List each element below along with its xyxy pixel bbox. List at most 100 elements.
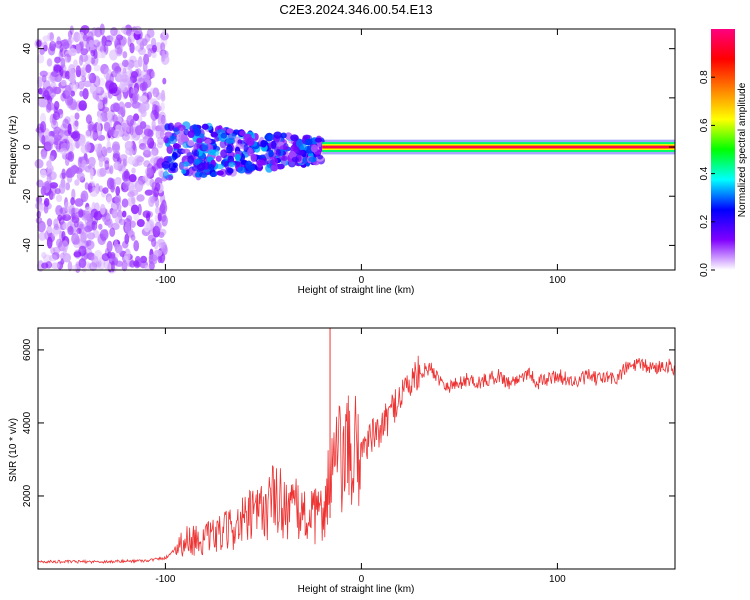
heatmap-cell [88,123,94,132]
heatmap-cell [85,114,92,124]
heatmap-cell [49,182,59,189]
heatmap-cell [109,252,116,259]
heatmap-cell [46,58,53,67]
heatmap-cell [196,137,203,144]
heatmap-cell [116,34,124,41]
heatmap-cell [67,123,72,135]
heatmap-cell [80,48,88,56]
heatmap-cell [116,89,122,101]
heatmap-cell [61,230,66,241]
heatmap-cell [166,155,176,164]
heatmap-cell [228,161,236,168]
heatmap-cell [127,191,135,198]
heatmap-cell [70,143,76,152]
heatmap-cell [99,167,107,177]
heatmap-cell [36,210,41,219]
heatmap-cell [81,75,87,83]
heatmap-cell [152,163,159,172]
heatmap-cell [235,161,241,167]
heatmap-cell [106,240,113,253]
heatmap-cell [67,225,74,236]
heatmap-cell [270,140,277,150]
heatmap-cell [108,127,115,137]
heatmap-cell [177,124,186,131]
heatmap-cell [109,49,118,61]
heatmap-cell [181,148,191,154]
heatmap-cell [89,262,98,272]
heatmap-cell [102,187,109,194]
y-tick-label: -40 [22,238,33,253]
colorbar-tick-label: 0.6 [699,118,710,132]
heatmap-cell [193,127,202,137]
heatmap-cell [116,71,126,80]
heatmap-cell [115,260,124,267]
snr-series-line [37,355,676,565]
heatmap-cell [74,198,84,207]
heatmap-cell [160,36,168,47]
heatmap-cell [84,225,92,233]
heatmap-cell [74,120,79,127]
heatmap-cell [115,186,121,196]
heatmap-cell [44,197,50,207]
heatmap-cell [34,159,44,169]
heatmap-cell [124,101,132,109]
heatmap-cell [305,138,313,146]
heatmap-cell [147,129,154,138]
heatmap-cell [90,49,96,57]
heatmap-cell [207,149,217,156]
heatmap-cell [187,139,195,147]
heatmap-cell [182,161,190,167]
heatmap-cell [102,229,109,238]
heatmap-cell [48,254,58,262]
heatmap-cell [77,80,85,90]
heatmap-cell [106,196,113,204]
colorbar-tick-label: 0.4 [699,166,710,180]
heatmap-cell [140,109,147,118]
heatmap-cell [124,221,131,233]
heatmap-cell [90,208,99,218]
heatmap-cell [144,189,154,196]
heatmap-cell [141,81,148,91]
heatmap-cell [59,207,68,215]
heatmap-cell [67,260,73,272]
heatmap-cell [64,197,69,209]
heatmap-cell [123,221,132,234]
heatmap-cell [70,90,75,97]
x-tick-label: 100 [549,275,566,286]
heatmap-cell [125,147,134,156]
heatmap-cell [163,135,170,144]
heatmap-cell [71,212,77,220]
heatmap-cell [37,220,46,233]
heatmap-cell [64,95,74,106]
heatmap-cell [114,176,122,186]
heatmap-cell [121,198,129,208]
heatmap-cell [149,221,156,229]
heatmap-cell [143,53,150,65]
heatmap-cell [132,92,138,105]
heatmap-cell [84,217,93,225]
heatmap-cell [142,210,151,218]
heatmap-cell [110,178,116,191]
heatmap-cell [109,34,117,43]
heatmap-cell [136,219,145,228]
heatmap-cell [78,245,87,257]
heatmap-cell [110,26,118,36]
heatmap-cell [40,121,47,133]
heatmap-cell [157,115,167,128]
heatmap-cell [60,57,66,69]
heatmap-cell [52,246,61,254]
heatmap-cell [121,210,127,218]
heatmap-cell [38,232,47,241]
heatmap-cell [60,142,69,150]
heatmap-cell [196,162,206,171]
heatmap-cell [216,170,224,176]
heatmap-cell [51,252,60,260]
heatmap-cell [118,167,125,174]
heatmap-cell [280,132,287,139]
heatmap-cell [122,182,129,190]
heatmap-cell [110,70,118,78]
heatmap-cell [42,41,48,52]
heatmap-cell [112,152,120,163]
heatmap-cell [53,64,62,73]
heatmap-cell [126,80,134,87]
